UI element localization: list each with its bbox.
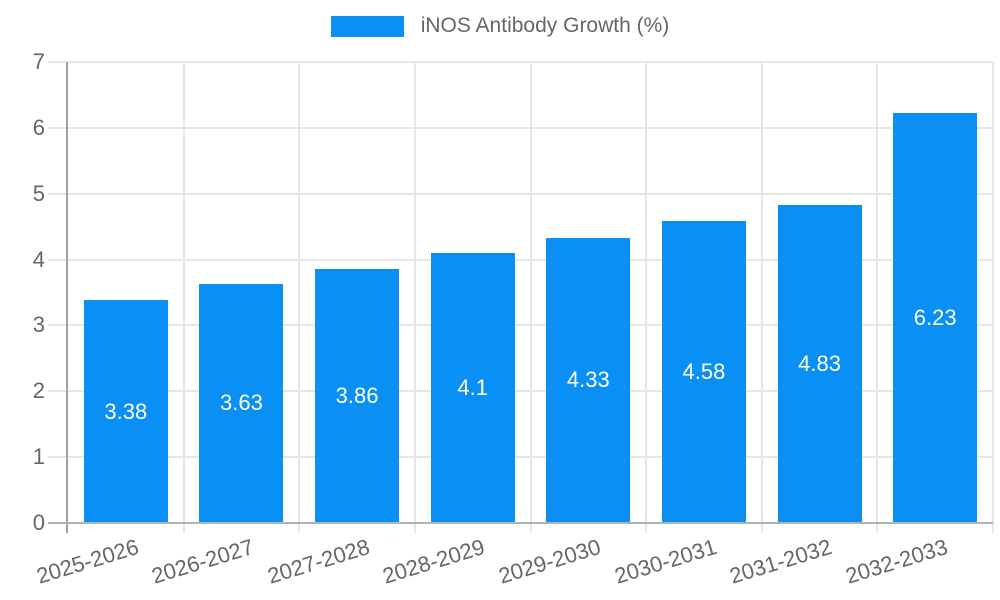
y-axis-tick-label: 0 bbox=[32, 510, 45, 535]
y-gridline bbox=[48, 324, 993, 327]
y-axis-tick-label: 1 bbox=[32, 444, 45, 470]
x-axis-tick-label: 2030-2031 bbox=[611, 534, 720, 589]
x-axis-tick-label: 2027-2028 bbox=[264, 534, 373, 589]
x-axis-tick-label: 2028-2029 bbox=[380, 534, 488, 589]
bar-value-label: 4.1 bbox=[457, 374, 488, 400]
legend-item[interactable]: iNOS Antibody Growth (%) bbox=[0, 14, 1000, 38]
bar-value-label: 4.33 bbox=[566, 367, 610, 393]
x-gridline bbox=[760, 62, 763, 533]
y-axis-line bbox=[66, 62, 68, 533]
bar bbox=[430, 252, 515, 523]
y-gridline bbox=[48, 390, 993, 393]
y-gridline bbox=[48, 126, 993, 129]
y-gridline bbox=[48, 258, 993, 261]
y-axis-tick-label: 5 bbox=[32, 180, 45, 206]
y-axis-tick-label: 4 bbox=[32, 246, 45, 272]
x-gridline bbox=[182, 62, 185, 533]
bar bbox=[777, 204, 862, 523]
bar bbox=[661, 221, 746, 523]
y-gridline bbox=[48, 456, 993, 459]
bar-value-label: 3.63 bbox=[220, 390, 263, 416]
bar-value-label: 6.23 bbox=[913, 304, 957, 330]
y-gridline bbox=[48, 192, 993, 195]
bar bbox=[315, 268, 400, 523]
bar bbox=[546, 237, 631, 523]
x-gridline bbox=[645, 62, 648, 533]
legend-color-swatch bbox=[330, 15, 404, 37]
y-gridline bbox=[48, 61, 993, 63]
x-axis-tick-label: 2029-2030 bbox=[495, 534, 604, 589]
x-axis-tick-label: 2032-2033 bbox=[842, 534, 951, 589]
x-axis-tick-label: 2031-2032 bbox=[726, 534, 835, 589]
bar-value-label: 4.58 bbox=[682, 359, 726, 385]
x-axis-tick-label: 2025-2026 bbox=[33, 534, 142, 589]
legend-label: iNOS Antibody Growth (%) bbox=[420, 14, 670, 37]
x-axis-line bbox=[48, 522, 993, 524]
x-axis-tick-label: 2026-2027 bbox=[148, 534, 257, 589]
bar bbox=[83, 300, 168, 523]
y-axis-tick-label: 7 bbox=[32, 49, 45, 74]
bar bbox=[893, 112, 978, 523]
x-gridline bbox=[529, 62, 532, 533]
bar-value-label: 4.83 bbox=[798, 350, 841, 376]
y-axis-tick-label: 3 bbox=[32, 312, 45, 338]
x-gridline bbox=[876, 62, 879, 533]
x-gridline bbox=[298, 62, 301, 533]
bar-value-label: 3.38 bbox=[104, 398, 148, 424]
bar-value-label: 3.86 bbox=[335, 382, 379, 408]
x-gridline bbox=[992, 62, 994, 533]
y-axis-tick-label: 2 bbox=[32, 378, 45, 404]
x-gridline bbox=[413, 62, 416, 533]
y-axis-tick-label: 6 bbox=[32, 114, 45, 140]
bar bbox=[199, 283, 284, 523]
